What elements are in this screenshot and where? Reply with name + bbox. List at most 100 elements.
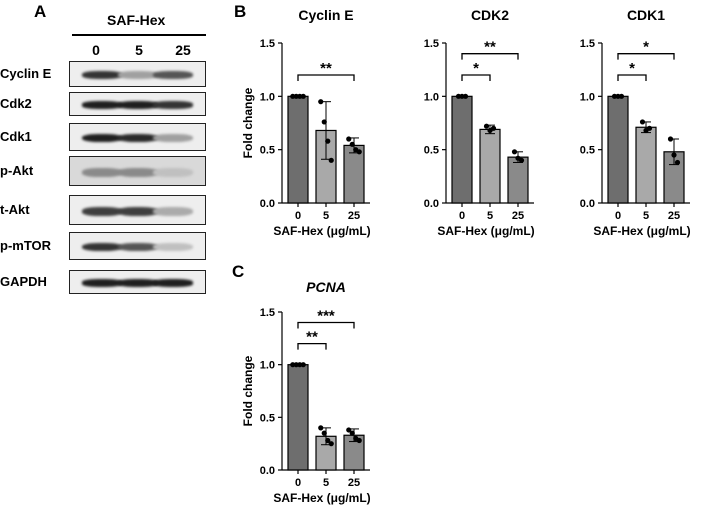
data-point (321, 119, 327, 125)
y-tick-label: 1.5 (580, 38, 595, 50)
data-point (349, 430, 355, 436)
y-tick-label: 1.0 (260, 91, 275, 103)
x-tick-label: 0 (295, 477, 301, 489)
blot-band (118, 242, 158, 252)
blot-band (82, 133, 122, 143)
blot-band (82, 71, 122, 79)
significance-bracket (297, 74, 355, 81)
bar (507, 156, 529, 204)
blot-strip-t-akt (69, 195, 206, 225)
treatment-bracket-line (72, 34, 206, 36)
data-point (674, 159, 681, 166)
x-axis-label: SAF-Hex (μg/mL) (437, 224, 534, 238)
significance-bracket (297, 342, 327, 350)
y-axis-label: Fold change (241, 87, 255, 158)
blot-label-t-akt: t-Akt (0, 202, 30, 217)
y-tick-label: 1.0 (260, 360, 275, 372)
blot-band (153, 279, 193, 287)
data-point (346, 427, 352, 433)
data-point (356, 149, 362, 155)
x-tick-label: 25 (348, 477, 360, 489)
chart-title: CDK2 (471, 7, 509, 23)
blot-strip-cdk2 (69, 92, 206, 116)
y-tick-label: 0.5 (260, 412, 275, 424)
data-point (349, 141, 355, 147)
data-point (318, 425, 324, 431)
y-tick-label: 1.0 (424, 91, 439, 103)
blot-strip-cyclin-e (69, 61, 206, 87)
data-point (671, 152, 677, 158)
y-axis-label: Fold change (241, 355, 255, 426)
blot-band (82, 206, 122, 216)
blot-band (118, 71, 158, 79)
cdk1-chart: CDK1 0.0 0.5 1.0 1.5 0 5 25 SAF-Hex (μg/mL) * * (580, 7, 691, 238)
significance-label: ** (484, 39, 496, 56)
significance-label: * (643, 39, 649, 56)
data-point (618, 93, 625, 99)
data-point (321, 430, 327, 436)
pcna-chart: PCNA 0.0 0.5 1.0 1.5 Fold change 0 5 25 SAF-Hex (… (241, 279, 371, 505)
y-tick-label: 1.5 (260, 38, 275, 50)
panel-letter-c: C (232, 262, 245, 281)
significance-label: * (629, 60, 635, 77)
significance-label: ** (320, 60, 332, 77)
blot-band (118, 133, 158, 143)
data-point (667, 136, 674, 142)
x-tick-label: 25 (348, 210, 360, 222)
blot-band (153, 167, 193, 177)
data-point (328, 441, 334, 447)
y-tick-label: 1.0 (580, 91, 595, 103)
blot-label-gapdh: GAPDH (0, 274, 47, 289)
blot-label-cyclin-e: Cyclin E (0, 66, 52, 81)
bar (287, 95, 309, 204)
y-tick-label: 0.0 (260, 198, 275, 210)
bar (479, 128, 501, 204)
significance-label: *** (317, 308, 335, 325)
x-tick-label: 5 (487, 210, 493, 222)
blot-band (118, 101, 158, 109)
significance-bracket (617, 53, 675, 60)
significance-bracket (461, 74, 491, 81)
data-point (511, 149, 518, 155)
panel-letter-a: A (34, 2, 47, 21)
bar (287, 364, 309, 471)
x-tick-label: 0 (615, 210, 621, 222)
data-point (356, 437, 362, 444)
significance-label: ** (306, 329, 318, 346)
y-tick-label: 0.5 (260, 145, 275, 157)
data-point (646, 125, 653, 131)
blot-band (82, 101, 122, 109)
chart-title: Cyclin E (298, 7, 353, 23)
y-tick-label: 1.5 (260, 307, 275, 319)
bar (607, 95, 629, 204)
blot-band (82, 242, 122, 252)
y-tick-label: 0.5 (580, 145, 595, 157)
western-blot-title: SAF-Hex (107, 12, 166, 28)
significance-bracket (617, 74, 647, 81)
blot-label-p-akt: p-Akt (0, 163, 34, 178)
blot-strip-cdk1 (69, 123, 206, 151)
blot-band (153, 133, 193, 143)
concentration-label-25: 25 (175, 42, 191, 58)
y-tick-label: 0.0 (580, 198, 595, 210)
bar (451, 95, 473, 204)
chart-title: CDK1 (627, 7, 665, 23)
significance-bracket (297, 321, 355, 329)
blot-band (153, 242, 193, 252)
x-tick-label: 5 (323, 210, 329, 222)
data-point (490, 125, 497, 131)
blot-band (153, 71, 193, 79)
x-axis-label: SAF-Hex (μg/mL) (273, 224, 370, 238)
x-tick-label: 0 (459, 210, 465, 222)
blot-strip-gapdh (69, 270, 206, 294)
blot-strip-p-mtor (69, 232, 206, 260)
blot-band (82, 279, 122, 287)
chart-title: PCNA (306, 279, 346, 295)
blot-band (118, 206, 158, 216)
x-axis-label: SAF-Hex (μg/mL) (593, 224, 690, 238)
data-point (639, 119, 646, 125)
x-axis-label: SAF-Hex (μg/mL) (273, 491, 370, 505)
blot-strip-p-akt (69, 156, 206, 186)
y-tick-label: 0.5 (424, 145, 439, 157)
